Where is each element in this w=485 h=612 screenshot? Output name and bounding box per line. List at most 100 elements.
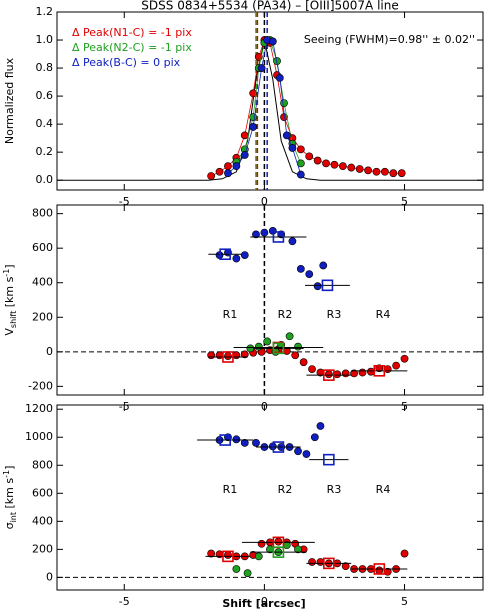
data-point bbox=[381, 167, 389, 176]
x-tick-label: -5 bbox=[119, 195, 130, 208]
data-point bbox=[260, 228, 269, 237]
data-point bbox=[305, 152, 314, 161]
binned-point bbox=[272, 441, 285, 453]
region-label: R1 bbox=[223, 483, 238, 496]
data-point bbox=[397, 169, 406, 178]
data-point bbox=[240, 350, 249, 359]
data-point bbox=[294, 447, 302, 456]
y-tick-label: 600 bbox=[32, 241, 53, 254]
data-point bbox=[294, 342, 302, 351]
region-label: R3 bbox=[327, 483, 342, 496]
data-point bbox=[282, 131, 291, 140]
data-point bbox=[207, 351, 216, 360]
data-point bbox=[275, 73, 284, 82]
y-tick-label: 400 bbox=[32, 514, 53, 527]
region-label: R2 bbox=[278, 483, 293, 496]
region-label: R1 bbox=[223, 308, 238, 321]
data-point bbox=[288, 237, 297, 246]
data-point bbox=[299, 358, 308, 367]
data-point bbox=[313, 282, 322, 291]
data-point bbox=[319, 261, 328, 270]
x-tick-label: 0 bbox=[261, 195, 268, 208]
data-point bbox=[308, 365, 316, 373]
data-point bbox=[254, 342, 263, 351]
data-point bbox=[305, 270, 314, 278]
binned-point bbox=[272, 231, 285, 243]
y-tick-label: 0.2 bbox=[36, 145, 54, 158]
data-point bbox=[400, 354, 409, 363]
data-point bbox=[355, 165, 364, 173]
y-axis-label-part: shift bbox=[9, 311, 18, 328]
data-point bbox=[232, 254, 241, 263]
data-point bbox=[224, 162, 232, 171]
y-tick-label: 0 bbox=[46, 345, 53, 358]
y-axis-label-part: σ bbox=[3, 522, 16, 529]
data-point bbox=[372, 167, 381, 176]
region-label: R4 bbox=[376, 308, 391, 321]
binned-point bbox=[219, 248, 231, 261]
x-tick-label: -5 bbox=[119, 595, 130, 608]
region-label: R2 bbox=[278, 308, 293, 321]
data-point bbox=[322, 159, 330, 168]
data-point bbox=[257, 64, 266, 72]
data-point bbox=[333, 370, 342, 379]
y-tick-label: 0.8 bbox=[36, 61, 54, 74]
data-point bbox=[366, 367, 375, 376]
data-point bbox=[294, 545, 302, 554]
data-point bbox=[383, 365, 392, 373]
binned-point bbox=[219, 434, 231, 446]
data-point bbox=[324, 370, 333, 379]
region-label: R4 bbox=[376, 483, 391, 496]
x-tick-label: 5 bbox=[401, 195, 408, 208]
data-point bbox=[232, 351, 241, 360]
data-point bbox=[215, 167, 224, 176]
data-point bbox=[316, 422, 325, 430]
x-tick-label: 0 bbox=[261, 595, 268, 608]
y-tick-label: 800 bbox=[32, 207, 53, 220]
data-point bbox=[308, 558, 316, 566]
data-point bbox=[240, 131, 249, 140]
data-point bbox=[252, 438, 260, 447]
y-axis-label-part: ] bbox=[3, 264, 16, 268]
data-point bbox=[252, 230, 260, 239]
y-tick-label: 200 bbox=[32, 542, 53, 555]
data-point bbox=[232, 565, 241, 573]
data-point bbox=[224, 352, 232, 361]
data-point bbox=[296, 170, 305, 179]
y-tick-label: 1000 bbox=[25, 430, 53, 443]
y-tick-label: 0.4 bbox=[36, 117, 54, 130]
data-point bbox=[347, 163, 356, 172]
data-point bbox=[207, 549, 216, 558]
data-point bbox=[313, 156, 322, 165]
binned-point bbox=[323, 369, 335, 381]
data-point bbox=[268, 37, 277, 46]
data-point bbox=[291, 351, 300, 360]
data-point bbox=[302, 450, 311, 458]
data-point bbox=[316, 558, 325, 566]
data-point bbox=[240, 438, 249, 447]
binned-point bbox=[272, 342, 285, 355]
y-tick-label: 0.6 bbox=[36, 89, 54, 102]
y-axis-label-part: -1 bbox=[2, 470, 11, 478]
binned-point bbox=[323, 453, 335, 466]
plot-frame bbox=[56, 204, 484, 396]
plot-frame bbox=[56, 11, 484, 191]
data-point bbox=[341, 562, 350, 571]
data-point bbox=[254, 552, 263, 561]
y-tick-label: 0 bbox=[46, 570, 53, 583]
y-axis-label-part: ] bbox=[3, 466, 16, 470]
data-point bbox=[375, 566, 384, 575]
legend-entry: Δ Peak(N1-C) = -1 pix bbox=[72, 26, 192, 39]
data-point bbox=[400, 549, 409, 558]
y-tick-label: -200 bbox=[28, 379, 53, 392]
data-point bbox=[249, 123, 258, 131]
binned-point bbox=[321, 279, 334, 292]
y-axis-label-part: [km s bbox=[3, 276, 16, 310]
data-point bbox=[249, 89, 258, 98]
binned-point bbox=[272, 546, 285, 558]
y-axis-label: Vshift [km s-1] bbox=[2, 264, 18, 335]
binned-point bbox=[373, 365, 386, 377]
data-point bbox=[240, 251, 249, 259]
data-point bbox=[350, 369, 358, 378]
